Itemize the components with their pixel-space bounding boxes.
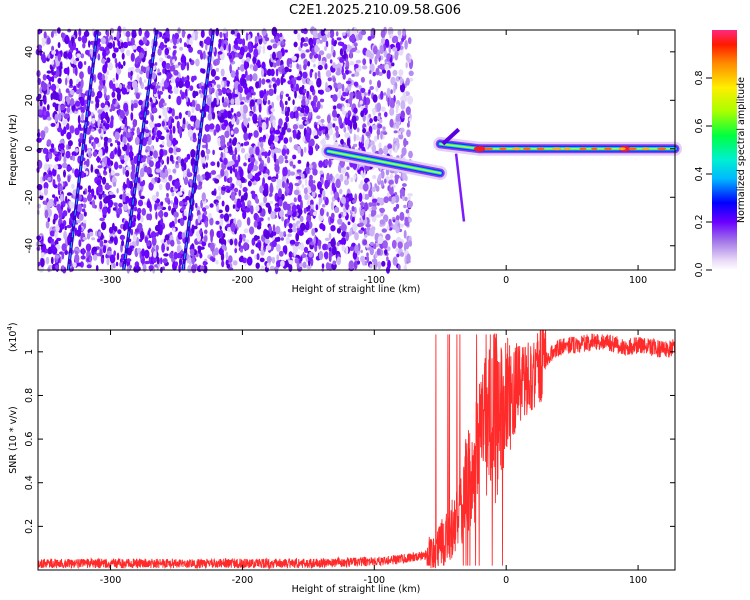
snr-x-axis: -300 -200 -100 0 100 bbox=[100, 330, 647, 586]
x-tick-label: 100 bbox=[629, 575, 647, 586]
carrier-band bbox=[327, 150, 442, 174]
snr-series-line bbox=[37, 329, 676, 570]
carrier-hotspot bbox=[563, 147, 571, 151]
slanted-line-core bbox=[123, 29, 158, 271]
spectrogram-x-axis: -300 -200 -100 0 100 bbox=[100, 30, 647, 286]
y-tick-label: 20 bbox=[24, 94, 35, 106]
spectrogram-image bbox=[35, 25, 682, 275]
x-tick-label: 100 bbox=[629, 275, 647, 286]
slanted-line-core bbox=[182, 29, 214, 271]
spectrogram-frame bbox=[37, 29, 676, 271]
carrier-hotspot bbox=[536, 147, 545, 151]
y-tick-label: 0.2 bbox=[24, 519, 35, 534]
x-tick-label: -300 bbox=[100, 575, 122, 586]
x-tick-label: -200 bbox=[232, 575, 254, 586]
carrier-hotspot bbox=[618, 147, 626, 151]
carrier-hotspot bbox=[591, 147, 598, 151]
carrier-hotspot bbox=[642, 147, 650, 151]
chart-title: C2E1.2025.210.09.58.G06 bbox=[289, 3, 461, 18]
x-tick-label: 0 bbox=[503, 275, 509, 286]
y-tick-label: 0.8 bbox=[24, 388, 35, 403]
colorbar-tick-label: 0.0 bbox=[694, 262, 705, 277]
spectrogram-carrier bbox=[321, 127, 682, 222]
colorbar-tick-label: 0.2 bbox=[694, 214, 705, 229]
slanted-line-core bbox=[67, 29, 98, 271]
colorbar-ticks: 0.0 0.2 0.4 0.6 0.8 bbox=[694, 70, 712, 278]
carrier-hotspot bbox=[552, 147, 562, 151]
spectrogram-slanted-lines bbox=[66, 29, 215, 271]
y-tick-label: 0.6 bbox=[24, 432, 35, 447]
snr-ylabel: SNR (10 * v/v) bbox=[8, 406, 19, 474]
carrier-tail bbox=[454, 153, 466, 222]
snr-y-axis: 0.2 0.4 0.6 0.8 1 bbox=[24, 349, 675, 534]
colorbar: 0.0 0.2 0.4 0.6 0.8 Normalized spectral ampl… bbox=[694, 30, 747, 278]
colorbar-tick-label: 0.6 bbox=[694, 118, 705, 133]
carrier-hotspot bbox=[628, 147, 637, 151]
snr-frame bbox=[37, 329, 676, 571]
carrier-hotspot bbox=[657, 147, 667, 151]
carrier-hotspot bbox=[484, 147, 493, 151]
spectrogram-ylabel: Frequency (Hz) bbox=[8, 114, 19, 186]
x-tick-label: -100 bbox=[364, 275, 386, 286]
x-tick-label: -300 bbox=[100, 275, 122, 286]
carrier-spur bbox=[441, 127, 461, 146]
x-tick-label: 0 bbox=[503, 575, 509, 586]
carrier-hotspot bbox=[512, 147, 521, 151]
snr-xlabel: Height of straight line (km) bbox=[292, 584, 421, 595]
y-tick-label: 1 bbox=[24, 349, 35, 355]
x-tick-label: -200 bbox=[232, 275, 254, 286]
colorbar-tick-label: 0.8 bbox=[694, 70, 705, 85]
carrier-peak bbox=[473, 146, 486, 152]
spectrogram-y-axis: -40 -20 0 20 40 bbox=[24, 46, 675, 254]
y-tick-label: 40 bbox=[24, 46, 35, 58]
carrier-hotspot bbox=[523, 147, 531, 151]
carrier-hotspot bbox=[499, 147, 507, 151]
colorbar-gradient bbox=[712, 30, 737, 270]
snr-panel: -300 -200 -100 0 100 0.2 0.4 0.6 0.8 1 Height of… bbox=[6, 322, 676, 595]
y-tick-label: 0.4 bbox=[24, 475, 35, 490]
y-tick-label: 0 bbox=[24, 146, 35, 152]
colorbar-label: Normalized spectral amplitude bbox=[736, 77, 747, 223]
y-tick-label: -20 bbox=[24, 190, 35, 206]
spectrogram-xlabel: Height of straight line (km) bbox=[292, 284, 421, 295]
carrier-band bbox=[439, 143, 481, 150]
spectrogram-noise bbox=[35, 25, 414, 275]
x-tick-label: -100 bbox=[364, 575, 386, 586]
carrier-hotspot bbox=[579, 147, 587, 151]
snr-yscale-label: (x104) bbox=[6, 322, 19, 352]
carrier-hotspot bbox=[604, 147, 612, 151]
y-tick-label: -40 bbox=[24, 238, 35, 254]
colorbar-tick-label: 0.4 bbox=[694, 166, 705, 181]
